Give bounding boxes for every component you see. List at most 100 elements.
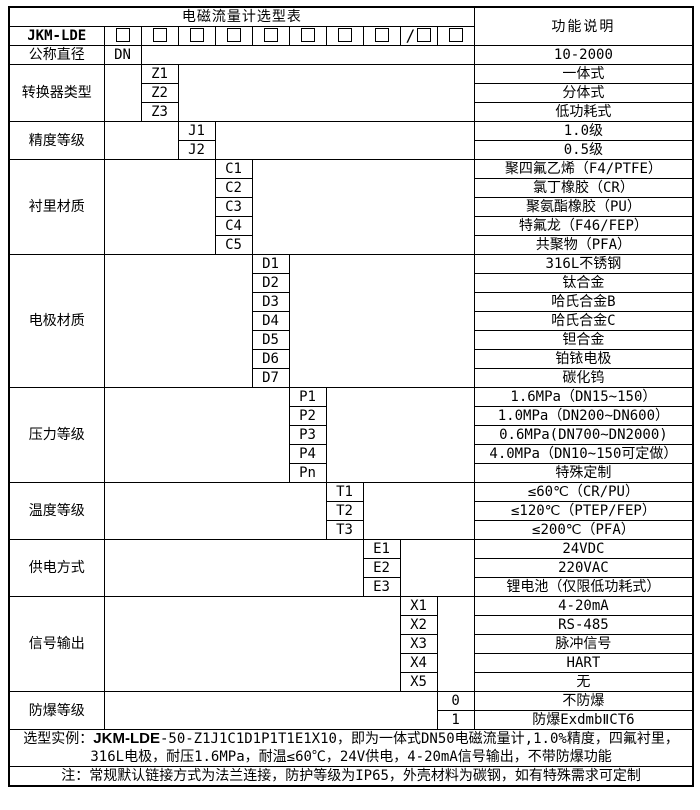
desc-cell: 4.0MPa（DN10~150可定做） — [473, 444, 694, 464]
desc-cell: 特氟龙（F46/FEP） — [473, 216, 694, 236]
table-row: T3 ≤200℃（PFA） — [9, 520, 694, 540]
table-row: 转换器类型 Z1 一体式 — [8, 64, 694, 122]
filler-cell — [103, 254, 253, 388]
model-digit-cell-3 — [177, 26, 216, 46]
code-cell: D1 — [251, 254, 290, 274]
table-title: 电磁流量计选型表 — [8, 6, 475, 27]
filler-cell — [103, 596, 401, 692]
option-checkbox-icon[interactable] — [448, 28, 463, 42]
code-cell: T1 — [325, 482, 364, 502]
table-row: 温度等级 T1 ≤60℃（CR/PU） — [8, 482, 694, 540]
desc-cell: 聚四氟乙烯（F4/PTFE） — [473, 159, 694, 179]
code-cell: E1 — [362, 539, 401, 559]
option-checkbox-icon[interactable] — [152, 28, 167, 42]
section-label-7: 供电方式 — [8, 539, 105, 597]
desc-cell: 24VDC — [473, 539, 694, 559]
option-checkbox-icon[interactable] — [115, 28, 130, 42]
model-digit-cell-5 — [251, 26, 290, 46]
code-cell: D3 — [251, 292, 290, 312]
filler-cell — [325, 387, 475, 483]
desc-cell: 10-2000 — [473, 45, 694, 65]
desc-cell: 0.5级 — [473, 140, 694, 160]
desc-cell: 共聚物（PFA） — [473, 235, 694, 255]
section-label-6: 温度等级 — [8, 482, 105, 540]
section-label-4: 电极材质 — [8, 254, 105, 388]
section-label-8: 信号输出 — [8, 596, 105, 692]
desc-cell: ≤200℃（PFA） — [473, 520, 694, 540]
table-row: 注：常规默认链接方式为法兰连接，防护等级为IP65，外壳材料为碳钢，如有特殊需求… — [8, 766, 694, 787]
code-cell: T3 — [325, 520, 364, 540]
table-row: X4 HART — [9, 653, 694, 673]
table-row: E3 锂电池（仅限低功耗式） — [9, 577, 694, 597]
code-cell: X5 — [399, 672, 438, 692]
code-cell: D6 — [251, 349, 290, 369]
desc-cell: 锂电池（仅限低功耗式） — [473, 577, 694, 597]
desc-cell: 聚氨酯橡胶（PU） — [473, 197, 694, 217]
code-cell: 0 — [436, 691, 475, 711]
example-model-name: JKM-LDE — [93, 730, 160, 748]
code-cell: P2 — [288, 406, 327, 426]
section-label-1: 转换器类型 — [8, 64, 105, 122]
desc-cell: 钛合金 — [473, 273, 694, 293]
option-checkbox-icon[interactable] — [189, 28, 204, 42]
model-digit-cell-10 — [436, 26, 475, 46]
filler-cell — [103, 64, 142, 122]
filler-cell — [214, 121, 475, 160]
example-line2: 316L电极，耐压1.6MPa，耐温≤60℃，24V供电，4-20mA信号输出，… — [90, 749, 612, 765]
desc-cell: 低功耗式 — [473, 102, 694, 122]
code-cell: DN — [103, 45, 142, 65]
desc-cell: 无 — [473, 672, 694, 692]
section-label-3: 衬里材质 — [8, 159, 105, 255]
code-cell: C4 — [214, 216, 253, 236]
option-checkbox-icon[interactable] — [374, 28, 389, 42]
table-row: C2 氯丁橡胶（CR） — [9, 178, 694, 198]
table-row: 公称直径 DN 10-2000 — [8, 45, 694, 65]
code-cell: D4 — [251, 311, 290, 331]
option-checkbox-icon[interactable] — [263, 28, 278, 42]
model-prefix: JKM-LDE — [8, 26, 105, 46]
model-digit-cell-6 — [288, 26, 327, 46]
table-row: Z2 分体式 — [9, 83, 694, 103]
code-cell: Z1 — [140, 64, 179, 84]
filler-cell — [103, 121, 179, 160]
desc-cell: 4-20mA — [473, 596, 694, 616]
desc-cell: 1.0级 — [473, 121, 694, 141]
code-cell: T2 — [325, 501, 364, 521]
option-checkbox-icon[interactable] — [226, 28, 241, 42]
desc-cell: 1.6MPa（DN15~150） — [473, 387, 694, 407]
table-row: D3 哈氏合金B — [9, 292, 694, 312]
option-checkbox-icon[interactable] — [300, 28, 315, 42]
section-label-2: 精度等级 — [8, 121, 105, 160]
desc-cell: 铂铱电极 — [473, 349, 694, 369]
example-line1: 选型实例：JKM-LDE-50-Z1J1C1D1P1T1E1X10，即为一体式D… — [10, 730, 692, 749]
code-cell: D7 — [251, 368, 290, 388]
table-row: 压力等级 P1 1.6MPa（DN15~150） — [8, 387, 694, 483]
filler-cell — [103, 387, 290, 483]
code-cell: X4 — [399, 653, 438, 673]
code-cell: P1 — [288, 387, 327, 407]
code-cell: J1 — [177, 121, 216, 141]
table-row: 电极材质 D1 316L不锈钢 — [8, 254, 694, 388]
model-digit-cell-2 — [140, 26, 179, 46]
desc-cell: 特殊定制 — [473, 463, 694, 483]
table-row: 电磁流量计选型表 功能说明 — [8, 6, 694, 46]
note-text: 注：常规默认链接方式为法兰连接，防护等级为IP65，外壳材料为碳钢，如有特殊需求… — [8, 766, 694, 787]
filler-cell — [103, 159, 216, 255]
example-rest: -50-Z1J1C1D1P1T1E1X10，即为一体式DN50电磁流量计,1.0… — [159, 731, 679, 747]
code-cell: X1 — [399, 596, 438, 616]
example-prefix: 选型实例： — [23, 731, 94, 747]
table-row: 1 防爆ExdmbⅡCT6 — [9, 710, 694, 730]
desc-cell: HART — [473, 653, 694, 673]
table-row: D2 钛合金 — [9, 273, 694, 293]
option-checkbox-icon[interactable] — [337, 28, 352, 42]
section-label-5: 压力等级 — [8, 387, 105, 483]
option-checkbox-icon[interactable] — [417, 28, 432, 42]
code-cell: C3 — [214, 197, 253, 217]
desc-cell: 钽合金 — [473, 330, 694, 350]
filler-cell — [103, 539, 364, 597]
code-cell: D5 — [251, 330, 290, 350]
filler-cell — [251, 159, 475, 255]
selection-table: 电磁流量计选型表 功能说明 JKM-LDE / 公称直径 DN 10-2000 转换器… — [8, 6, 695, 787]
code-cell: P3 — [288, 425, 327, 445]
